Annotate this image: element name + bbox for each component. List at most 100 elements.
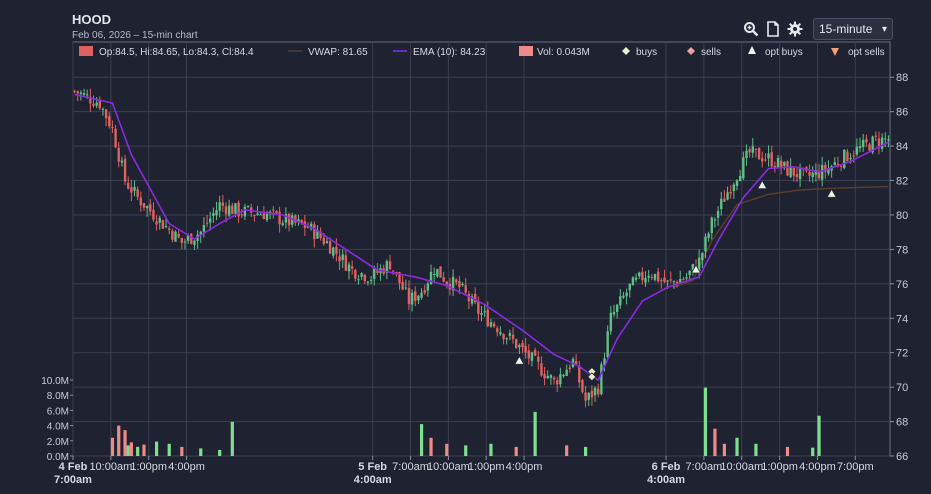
volume-bar: [136, 446, 140, 456]
candle-body: [884, 138, 887, 140]
volume-bar: [713, 428, 717, 456]
candle-body: [398, 272, 401, 283]
candle-body: [335, 246, 338, 254]
candle-body: [663, 277, 666, 283]
chevron-down-icon: ▾: [881, 23, 887, 35]
candle-body: [499, 332, 502, 335]
time-tick-label: 5 Feb: [358, 461, 387, 473]
candle-body: [455, 279, 458, 283]
candle-body: [852, 155, 855, 157]
opt-buy-marker: [514, 355, 525, 365]
candle-body: [395, 271, 398, 273]
candle-body: [360, 273, 363, 277]
candle-body: [871, 136, 874, 153]
candle-body: [603, 358, 606, 366]
candle-body: [697, 257, 701, 271]
candle-body: [73, 90, 76, 92]
candle-body: [710, 217, 713, 234]
candle-body: [650, 277, 654, 279]
candle-body: [180, 237, 184, 243]
time-tick-label: 4:00pm: [168, 461, 205, 473]
candle-body: [641, 271, 644, 281]
candle-body: [530, 352, 534, 361]
ema-line: [74, 93, 889, 382]
candle-body: [357, 279, 360, 281]
candle-body: [111, 126, 114, 128]
gear-icon[interactable]: [787, 21, 803, 37]
candle-body: [117, 147, 120, 162]
candle-body: [578, 365, 581, 383]
candle-body: [414, 291, 417, 301]
volume-bar: [703, 387, 708, 456]
volume-tick-label: 10.0M: [41, 376, 69, 387]
time-tick-label: 1:00pm: [130, 461, 167, 473]
legend-ema: EMA (10): 84.23: [413, 47, 486, 58]
candle-body: [704, 236, 707, 252]
document-icon[interactable]: [765, 21, 781, 37]
candle-body: [767, 153, 770, 159]
legend-opt-buys-swatch: [748, 46, 756, 54]
volume-bar: [464, 445, 468, 456]
ema-polyline: [74, 93, 889, 382]
volume-bar: [142, 444, 146, 456]
candle-body: [439, 266, 442, 278]
volume-tick-label: 6.0M: [47, 406, 69, 417]
time-tick-sublabel: 7:00am: [54, 474, 92, 486]
candle-body: [139, 197, 143, 206]
candle-body: [590, 390, 594, 398]
legend: Op:84.5, Hi:84.65, Lo:84.3, Cl:84.4 VWAP:…: [79, 46, 885, 58]
volume-tick-label: 0.0M: [47, 452, 69, 463]
candle-body: [537, 356, 540, 362]
candle-body: [647, 275, 650, 278]
candle-body: [193, 240, 196, 245]
time-tick-label: 4 Feb: [59, 461, 88, 473]
candle-body: [341, 254, 344, 261]
candle-body: [631, 277, 635, 286]
legend-opt-buys: opt buys: [765, 47, 803, 58]
volume-bar: [817, 415, 821, 456]
volume-bar: [167, 443, 171, 456]
candle-body: [186, 235, 190, 241]
candle-body: [653, 273, 657, 280]
candle-body: [858, 146, 862, 149]
candle-body: [742, 157, 745, 179]
candle-body: [713, 219, 717, 221]
candle-body: [505, 338, 508, 340]
volume-bar: [445, 443, 449, 456]
candle-body: [388, 261, 392, 270]
volume-bar: [583, 446, 588, 456]
candle-body: [738, 176, 742, 182]
zoom-icon[interactable]: [743, 21, 759, 37]
grid-lines: [72, 41, 891, 457]
candle-body: [820, 165, 824, 180]
price-tick-label: 80: [896, 210, 908, 222]
candle-body: [199, 231, 202, 236]
candle-body: [458, 281, 461, 288]
candle-body: [224, 206, 228, 214]
candle-body: [256, 213, 259, 215]
candle-body: [798, 167, 802, 180]
volume-bar: [754, 443, 758, 456]
candle-body: [518, 345, 521, 348]
candle-body: [770, 152, 773, 167]
candle-body: [423, 290, 426, 293]
candle-body: [436, 268, 439, 277]
time-tick-label: 10:00am: [427, 461, 470, 473]
candle-body: [496, 328, 499, 333]
candle-body: [240, 214, 243, 216]
candle-body: [451, 276, 455, 291]
candle-body: [625, 292, 628, 297]
price-tick-label: 72: [896, 348, 908, 360]
interval-select[interactable]: 15-minute ▾: [813, 18, 893, 40]
candle-body: [666, 280, 669, 282]
time-tick-label: 4:00pm: [506, 461, 543, 473]
price-tick-label: 86: [896, 107, 908, 119]
candle-body: [149, 204, 152, 212]
time-tick-label: 7:00pm: [837, 461, 874, 473]
candle-body: [701, 253, 704, 261]
candle-body: [836, 163, 840, 166]
candle-body: [634, 277, 638, 280]
volume-bar: [117, 425, 121, 456]
axes: 66 68 70 72 74 76 78 80 82 84 86 88 0.0M 2.0M 4.0M 6.0M…: [41, 72, 908, 486]
